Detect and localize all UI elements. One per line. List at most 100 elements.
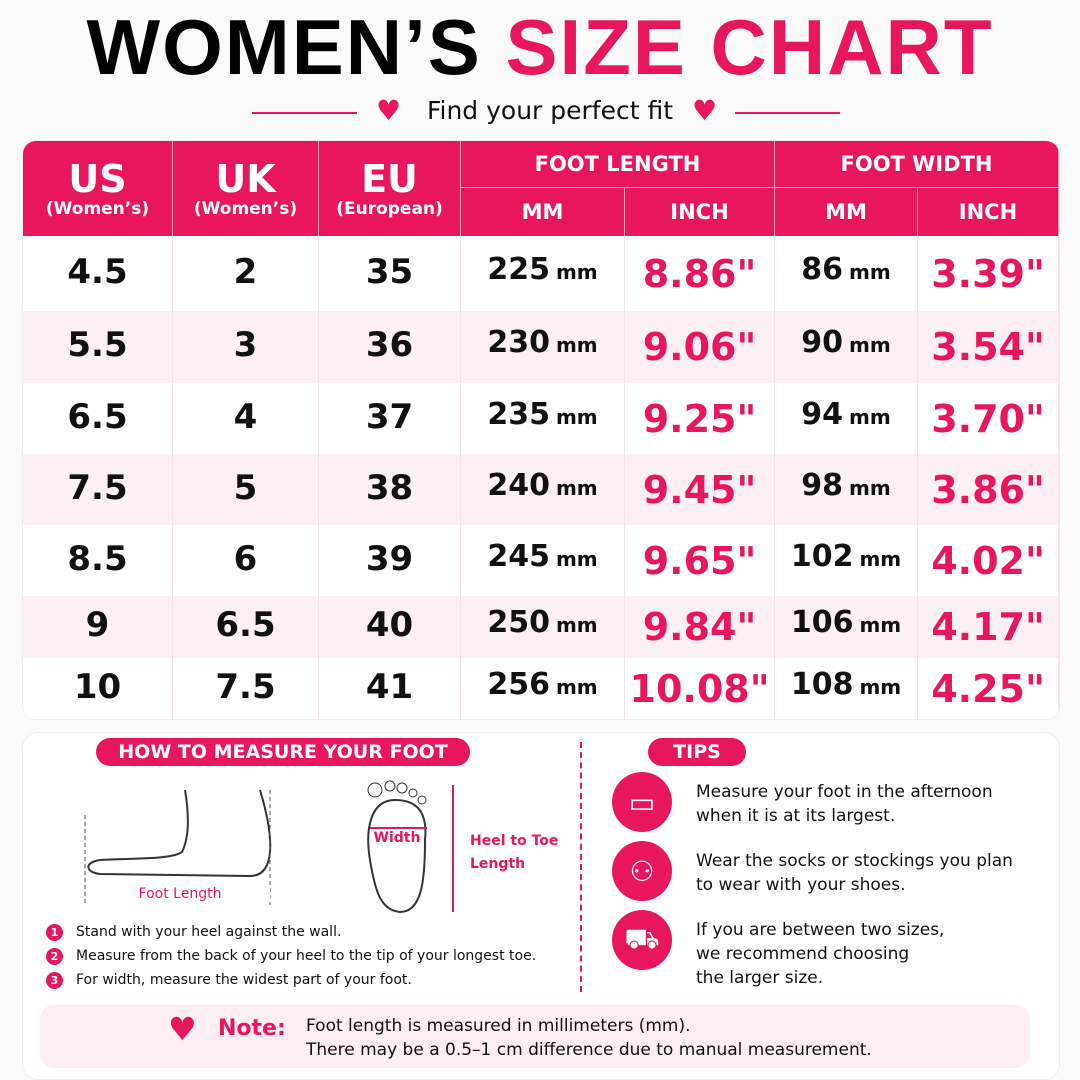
cell-value: 256 (487, 666, 550, 702)
header-cell: EU (European) (319, 141, 461, 236)
label-line: Length (470, 856, 526, 872)
foot-length-label: Foot Length (90, 886, 270, 902)
tip-line: Wear the socks or stockings you plan (696, 851, 1013, 871)
header-sub: (Women’s) (193, 198, 298, 219)
table-cell: 9 (23, 596, 173, 658)
cell-unit: mm (555, 613, 598, 637)
section-divider (580, 742, 582, 992)
header-sub: (Women’s) (45, 198, 150, 219)
cell-value: 9.25" (642, 396, 757, 441)
table-cell: 5 (173, 454, 319, 525)
table-cell: 9.65" (625, 525, 775, 596)
cell-unit: mm (555, 404, 598, 429)
table-cell: 86 mm (775, 236, 918, 311)
title-part1: WOMEN’S (86, 3, 482, 91)
group-header: FOOT WIDTH (775, 141, 1059, 188)
note-label: Note: (218, 1016, 286, 1041)
cell-unit: mm (555, 546, 598, 571)
size-table: US (Women’s) UK (Women’s) EU (European) FOOT L… (22, 140, 1060, 720)
cell-value: 5 (233, 467, 258, 508)
cell-unit: mm (849, 475, 891, 500)
sub-header: MM (461, 188, 625, 236)
width-label: Width (370, 830, 424, 846)
step-text: For width, measure the widest part of yo… (76, 972, 412, 988)
cell-value: 90 (801, 325, 844, 360)
table-cell: 94 mm (775, 383, 918, 454)
table-cell: 7.5 (23, 454, 173, 525)
divider (252, 112, 357, 114)
cell-unit: mm (555, 475, 598, 500)
note-box (40, 1005, 1030, 1068)
cell-value: 9.65" (642, 538, 757, 583)
table-cell: 3.54" (918, 311, 1059, 383)
table-cell: 3.70" (918, 383, 1059, 454)
cell-value: 102 (790, 538, 854, 574)
table-cell: 37 (319, 383, 461, 454)
cell-value: 3 (233, 325, 258, 365)
tip-text: Measure your foot in the afternoon when i… (696, 780, 993, 828)
table-cell: 6.5 (173, 596, 319, 658)
table-cell: 8.86" (625, 236, 775, 311)
table-cell: 102 mm (775, 525, 918, 596)
table-cell: 9.45" (625, 454, 775, 525)
subtitle: Find your perfect fit (426, 96, 674, 125)
table-cell: 90 mm (775, 311, 918, 383)
cell-unit: mm (859, 546, 902, 571)
heart-icon: ♥ (168, 1010, 197, 1048)
step-text: Measure from the back of your heel to th… (76, 948, 537, 964)
table-cell: 3.39" (918, 236, 1059, 311)
cell-unit: mm (849, 259, 891, 284)
row-bg (23, 658, 1059, 719)
cell-unit: mm (555, 674, 598, 699)
table-cell: 41 (319, 658, 461, 719)
cell-value: 36 (365, 325, 414, 365)
tip-icon: ⚇ (612, 841, 672, 901)
cell-value: 235 (487, 396, 550, 432)
cell-value: 37 (365, 396, 414, 437)
table-cell: 240 mm (461, 454, 625, 525)
heel-to-toe-label: Heel to Toe Length (470, 830, 558, 876)
table-cell: 4 (173, 383, 319, 454)
cell-value: 3.86" (931, 467, 1045, 512)
table-cell: 38 (319, 454, 461, 525)
header-main: EU (361, 156, 418, 201)
cell-unit: mm (555, 259, 598, 284)
row-bg (23, 596, 1059, 658)
cell-value: 3.39" (931, 251, 1045, 296)
heart-icon: ♥ (692, 94, 718, 127)
tip-icon: ⛟ (612, 910, 672, 970)
heart-icon: ♥ (376, 94, 402, 127)
cell-value: 6 (233, 538, 258, 579)
table-cell: 106 mm (775, 596, 918, 658)
cell-value: 9 (85, 605, 110, 645)
cell-value: 35 (365, 251, 414, 292)
table-cell: 36 (319, 311, 461, 383)
row-bg (23, 525, 1059, 596)
table-cell: 230 mm (461, 311, 625, 383)
header-sub: (European) (336, 198, 443, 219)
sub-header: MM (775, 188, 918, 236)
note-line: Foot length is measured in millimeters (… (306, 1016, 691, 1036)
table-cell: 6.5 (23, 383, 173, 454)
cell-value: 225 (487, 251, 550, 287)
table-cell: 39 (319, 525, 461, 596)
cell-value: 7.5 (215, 666, 276, 707)
cell-value: 5.5 (67, 325, 128, 365)
cell-value: 40 (365, 605, 414, 645)
tip-icon: ▭ (612, 772, 672, 832)
row-bg (23, 311, 1059, 383)
table-cell: 2 (173, 236, 319, 311)
header-cell: UK (Women’s) (173, 141, 319, 236)
cell-value: 4.5 (67, 251, 128, 292)
tip-line: the larger size. (696, 968, 824, 988)
sub-header: INCH (918, 188, 1059, 236)
table-cell: 40 (319, 596, 461, 658)
table-cell: 256 mm (461, 658, 625, 719)
cell-value: 108 (790, 666, 854, 702)
cell-unit: mm (849, 333, 891, 357)
tip-line: when it is at its largest. (696, 806, 896, 826)
tip: ▭ Measure your foot in the afternoon when … (612, 772, 1032, 832)
step-text: Stand with your heel against the wall. (76, 924, 342, 940)
header-cell: US (Women’s) (23, 141, 173, 236)
cell-value: 38 (365, 467, 414, 508)
